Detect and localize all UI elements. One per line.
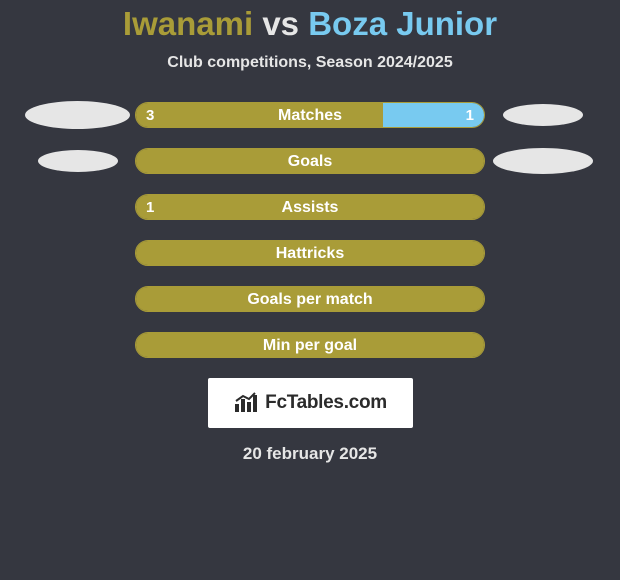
right-badge-slot — [485, 104, 600, 126]
logo-text: FcTables.com — [265, 392, 387, 414]
player-a-ellipse — [38, 150, 118, 172]
stat-row: Hattricks — [0, 240, 620, 266]
bar-segment-left — [136, 103, 383, 127]
left-badge-slot — [20, 150, 135, 172]
bar-segment-right — [383, 103, 484, 127]
stat-bar: Hattricks — [135, 240, 485, 266]
subtitle: Club competitions, Season 2024/2025 — [0, 54, 620, 72]
player-b-ellipse — [493, 148, 593, 174]
left-badge-slot — [20, 101, 135, 129]
player-b-name: Boza Junior — [308, 5, 497, 42]
stat-row: Assists1 — [0, 194, 620, 220]
stats-rows: Matches31 Goals Assists1 Hattricks Goals per… — [0, 102, 620, 358]
bar-segment-left — [136, 149, 484, 173]
player-a-name: Iwanami — [123, 5, 253, 42]
right-badge-slot — [485, 148, 600, 174]
date-text: 20 february 2025 — [0, 444, 620, 464]
stat-bar: Min per goal — [135, 332, 485, 358]
fctables-logo[interactable]: FcTables.com — [208, 378, 413, 428]
stat-row: Goals per match — [0, 286, 620, 312]
bar-segment-left — [136, 333, 484, 357]
stat-bar: Assists1 — [135, 194, 485, 220]
stat-row: Min per goal — [0, 332, 620, 358]
bar-segment-left — [136, 287, 484, 311]
bar-segment-left — [136, 195, 484, 219]
chart-icon — [233, 392, 261, 414]
bar-segment-left — [136, 241, 484, 265]
player-b-ellipse — [503, 104, 583, 126]
stat-bar: Matches31 — [135, 102, 485, 128]
stat-bar: Goals — [135, 148, 485, 174]
player-a-ellipse — [25, 101, 130, 129]
stat-bar: Goals per match — [135, 286, 485, 312]
stat-row: Matches31 — [0, 102, 620, 128]
comparison-title: Iwanami vs Boza Junior — [0, 0, 620, 42]
stat-row: Goals — [0, 148, 620, 174]
vs-text: vs — [262, 5, 299, 42]
